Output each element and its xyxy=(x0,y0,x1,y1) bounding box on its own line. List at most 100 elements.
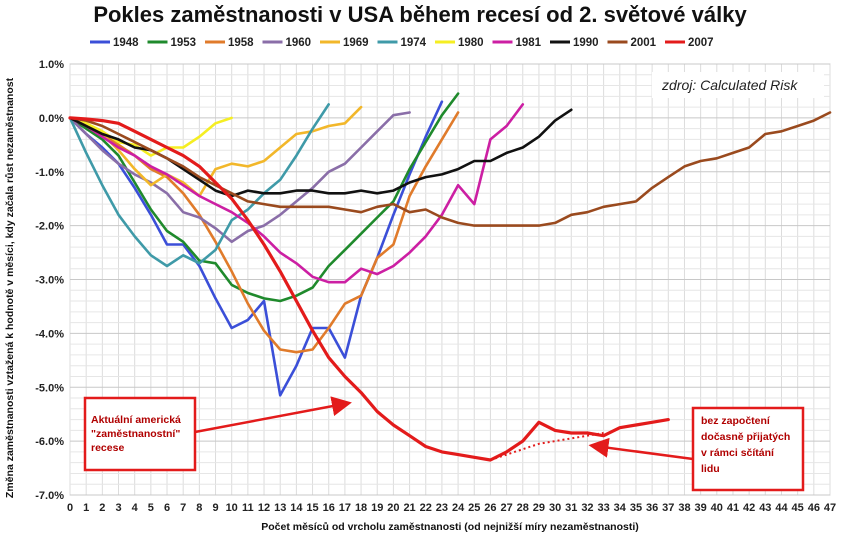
legend-label-1969: 1969 xyxy=(343,37,369,49)
x-tick-label: 3 xyxy=(115,502,121,514)
series-line-1969 xyxy=(68,105,363,198)
x-tick-label: 46 xyxy=(808,502,820,514)
x-tick-label: 17 xyxy=(339,502,351,514)
x-tick-label: 13 xyxy=(274,502,286,514)
legend: 1948 1953 1958 1960 1969 1974 1980 1981 1990 2001… xyxy=(90,37,714,49)
annotation-arrow-census xyxy=(588,437,694,461)
source-note-text: zdroj: Calculated Risk xyxy=(661,77,798,93)
y-tick-labels: 1.0% 0.0% -1.0% -2.0% -3.0% -4.0% -5.0% -6.0% -7… xyxy=(35,59,64,502)
x-tick-label: 12 xyxy=(258,502,270,514)
legend-label-1980: 1980 xyxy=(458,37,484,49)
y-axis-label: Změna zaměstnanosti vztažená k hodnotě v… xyxy=(4,77,16,498)
annotation-text-census: bez započtení xyxy=(701,415,771,427)
x-tick-label: 39 xyxy=(695,502,707,514)
x-tick-label: 9 xyxy=(212,502,218,514)
x-tick-label: 24 xyxy=(452,502,465,514)
x-tick-labels: 0 1 2 3 4 5 6 7 8 9 10 11 12 13 14 15 16 17 18 19 20 21 22 23 24… xyxy=(67,502,836,514)
x-tick-label: 20 xyxy=(387,502,399,514)
annotation-text-current-recession: "zaměstnanostní" xyxy=(91,428,180,440)
source-note-background xyxy=(652,72,824,98)
legend-label-1960: 1960 xyxy=(286,37,312,49)
x-tick-label: 8 xyxy=(196,502,202,514)
x-tick-label: 19 xyxy=(371,502,383,514)
x-tick-label: 16 xyxy=(323,502,335,514)
x-tick-label: 32 xyxy=(581,502,593,514)
x-axis-label: Počet měsíců od vrcholu zaměstnanosti (o… xyxy=(261,521,639,533)
x-tick-label: 45 xyxy=(792,502,804,514)
x-tick-label: 18 xyxy=(355,502,367,514)
y-tick-label: -5.0% xyxy=(35,382,64,394)
annotation-text-census: v rámci sčítání xyxy=(701,447,775,459)
x-tick-label: 22 xyxy=(420,502,432,514)
x-tick-label: 10 xyxy=(226,502,238,514)
legend-label-1990: 1990 xyxy=(573,37,599,49)
x-tick-label: 34 xyxy=(614,502,627,514)
legend-label-1953: 1953 xyxy=(171,37,197,49)
series-line-1960 xyxy=(68,111,411,244)
x-tick-label: 26 xyxy=(484,502,496,514)
legend-label-1974: 1974 xyxy=(401,37,427,49)
annotation-text-current-recession: Aktuální americká xyxy=(91,414,181,426)
x-tick-label: 25 xyxy=(468,502,480,514)
x-tick-label: 41 xyxy=(727,502,739,514)
x-tick-label: 5 xyxy=(148,502,154,514)
x-tick-label: 35 xyxy=(630,502,642,514)
y-tick-label: 0.0% xyxy=(39,113,64,125)
x-tick-label: 2 xyxy=(99,502,105,514)
annotation-text-current-recession: recese xyxy=(91,442,124,454)
data-series xyxy=(68,92,832,462)
x-tick-label: 15 xyxy=(306,502,318,514)
legend-label-2001: 2001 xyxy=(631,37,657,49)
x-tick-label: 1 xyxy=(83,502,89,514)
legend-label-1958: 1958 xyxy=(228,37,254,49)
annotation-box-current-recession xyxy=(83,396,197,472)
x-tick-label: 30 xyxy=(549,502,561,514)
x-tick-label: 31 xyxy=(565,502,577,514)
annotation-box-census xyxy=(691,406,805,492)
x-tick-label: 29 xyxy=(533,502,545,514)
annotation-arrow-current-recession xyxy=(194,396,352,434)
x-tick-label: 6 xyxy=(164,502,170,514)
source-note: zdroj: Calculated Risk xyxy=(652,72,824,98)
series-line-2007 xyxy=(68,116,670,462)
y-tick-label: -7.0% xyxy=(35,490,64,502)
annotations: Aktuální americká "zaměstnanostní" recese b… xyxy=(83,396,805,492)
chart-title: Pokles zaměstnanosti v USA během recesí … xyxy=(93,2,747,27)
x-tick-label: 40 xyxy=(711,502,723,514)
x-tick-label: 4 xyxy=(132,502,139,514)
x-tick-label: 37 xyxy=(662,502,674,514)
series-line-1953 xyxy=(68,92,460,303)
x-tick-label: 38 xyxy=(678,502,690,514)
y-tick-label: -6.0% xyxy=(35,436,64,448)
y-tick-label: -3.0% xyxy=(35,275,64,287)
annotation-text-census: lidu xyxy=(701,463,720,475)
x-tick-label: 42 xyxy=(743,502,755,514)
x-tick-label: 0 xyxy=(67,502,73,514)
x-tick-label: 11 xyxy=(242,502,254,514)
x-tick-label: 47 xyxy=(824,502,836,514)
legend-label-1981: 1981 xyxy=(516,37,542,49)
plot-area: 1.0% 0.0% -1.0% -2.0% -3.0% -4.0% -5.0% -6.0% -7… xyxy=(35,59,836,514)
x-tick-label: 28 xyxy=(517,502,529,514)
x-tick-label: 43 xyxy=(759,502,771,514)
legend-label-2007: 2007 xyxy=(688,37,714,49)
x-tick-label: 36 xyxy=(646,502,658,514)
y-tick-label: -1.0% xyxy=(35,167,64,179)
x-tick-label: 27 xyxy=(500,502,512,514)
x-tick-label: 23 xyxy=(436,502,448,514)
x-tick-label: 21 xyxy=(403,502,415,514)
series-line-1974 xyxy=(68,103,331,268)
y-tick-label: -4.0% xyxy=(35,328,64,340)
x-tick-label: 7 xyxy=(180,502,186,514)
series-line-1981 xyxy=(68,103,525,284)
y-tick-label: 1.0% xyxy=(39,59,64,71)
y-tick-label: -2.0% xyxy=(35,221,64,233)
annotation-text-census: dočasně přijatých xyxy=(701,431,790,443)
x-tick-label: 44 xyxy=(775,502,788,514)
x-tick-label: 14 xyxy=(290,502,303,514)
x-tick-label: 33 xyxy=(597,502,609,514)
legend-label-1948: 1948 xyxy=(113,37,139,49)
series-line-1980 xyxy=(68,116,233,157)
series-line-2001 xyxy=(68,111,832,227)
